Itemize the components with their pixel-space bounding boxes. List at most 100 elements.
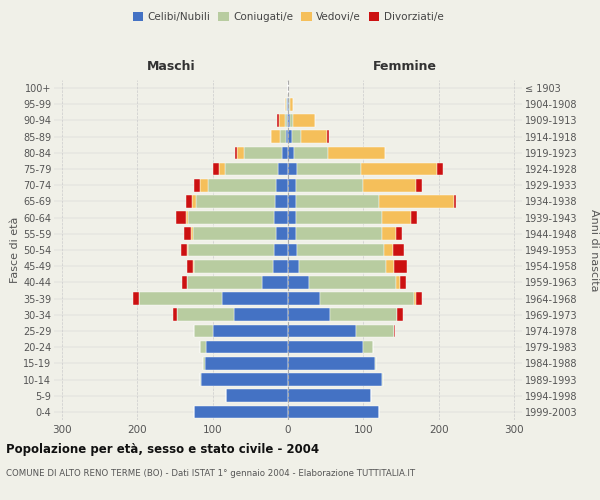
- Bar: [276, 179, 288, 192]
- Bar: [356, 324, 394, 338]
- Bar: [328, 146, 385, 159]
- Bar: [290, 98, 293, 110]
- Bar: [288, 357, 375, 370]
- Bar: [288, 146, 294, 159]
- Bar: [194, 324, 212, 338]
- Bar: [416, 179, 422, 192]
- Bar: [288, 373, 382, 386]
- Bar: [384, 244, 393, 256]
- Bar: [288, 195, 296, 207]
- Bar: [235, 146, 236, 159]
- Bar: [279, 114, 285, 127]
- Bar: [382, 212, 411, 224]
- Bar: [226, 162, 278, 175]
- Bar: [288, 98, 289, 110]
- Bar: [296, 195, 379, 207]
- Bar: [200, 373, 201, 386]
- Bar: [288, 341, 364, 353]
- Bar: [288, 406, 379, 418]
- Bar: [276, 228, 288, 240]
- Bar: [414, 292, 416, 305]
- Bar: [187, 244, 188, 256]
- Bar: [364, 179, 416, 192]
- Bar: [186, 212, 188, 224]
- Bar: [299, 260, 386, 272]
- Bar: [294, 146, 328, 159]
- Bar: [288, 292, 320, 305]
- Bar: [282, 146, 288, 159]
- Bar: [212, 324, 288, 338]
- Text: Femmine: Femmine: [373, 60, 437, 73]
- Bar: [205, 357, 288, 370]
- Bar: [184, 228, 191, 240]
- Bar: [288, 276, 309, 288]
- Bar: [192, 195, 196, 207]
- Bar: [223, 292, 288, 305]
- Text: COMUNE DI ALTO RENO TERME (BO) - Dati ISTAT 1° gennaio 2004 - Elaborazione TUTTI: COMUNE DI ALTO RENO TERME (BO) - Dati IS…: [6, 469, 415, 478]
- Bar: [236, 146, 244, 159]
- Bar: [329, 308, 397, 321]
- Bar: [301, 130, 327, 143]
- Bar: [191, 228, 193, 240]
- Bar: [220, 162, 226, 175]
- Bar: [411, 212, 417, 224]
- Bar: [320, 292, 414, 305]
- Bar: [213, 162, 220, 175]
- Bar: [379, 195, 454, 207]
- Bar: [397, 308, 403, 321]
- Bar: [273, 260, 288, 272]
- Bar: [382, 228, 396, 240]
- Bar: [201, 373, 288, 386]
- Bar: [288, 390, 371, 402]
- Bar: [396, 228, 402, 240]
- Bar: [416, 292, 422, 305]
- Bar: [394, 324, 395, 338]
- Bar: [292, 130, 301, 143]
- Bar: [176, 212, 186, 224]
- Bar: [194, 406, 288, 418]
- Bar: [286, 98, 287, 110]
- Bar: [277, 114, 279, 127]
- Bar: [139, 292, 223, 305]
- Bar: [296, 212, 382, 224]
- Bar: [364, 341, 373, 353]
- Bar: [274, 244, 288, 256]
- Y-axis label: Fasce di età: Fasce di età: [10, 217, 20, 283]
- Bar: [194, 260, 273, 272]
- Bar: [296, 179, 364, 192]
- Bar: [287, 98, 288, 110]
- Bar: [454, 195, 455, 207]
- Bar: [262, 276, 288, 288]
- Bar: [203, 357, 205, 370]
- Bar: [187, 260, 193, 272]
- Bar: [280, 130, 286, 143]
- Bar: [288, 244, 297, 256]
- Bar: [193, 260, 194, 272]
- Bar: [182, 276, 187, 288]
- Bar: [437, 162, 443, 175]
- Bar: [226, 390, 288, 402]
- Bar: [285, 114, 287, 127]
- Bar: [244, 146, 282, 159]
- Bar: [297, 244, 384, 256]
- Bar: [196, 195, 275, 207]
- Bar: [181, 244, 187, 256]
- Bar: [187, 276, 262, 288]
- Bar: [382, 373, 383, 386]
- Bar: [327, 130, 329, 143]
- Bar: [274, 212, 288, 224]
- Bar: [288, 114, 290, 127]
- Bar: [288, 260, 299, 272]
- Bar: [200, 179, 208, 192]
- Bar: [271, 130, 280, 143]
- Text: Maschi: Maschi: [146, 60, 196, 73]
- Bar: [289, 98, 290, 110]
- Legend: Celibi/Nubili, Coniugati/e, Vedovi/e, Divorziati/e: Celibi/Nubili, Coniugati/e, Vedovi/e, Di…: [128, 8, 448, 26]
- Bar: [287, 114, 288, 127]
- Bar: [288, 308, 329, 321]
- Text: Popolazione per età, sesso e stato civile - 2004: Popolazione per età, sesso e stato civil…: [6, 442, 319, 456]
- Y-axis label: Anni di nascita: Anni di nascita: [589, 209, 599, 291]
- Bar: [208, 179, 276, 192]
- Bar: [173, 308, 177, 321]
- Bar: [296, 228, 382, 240]
